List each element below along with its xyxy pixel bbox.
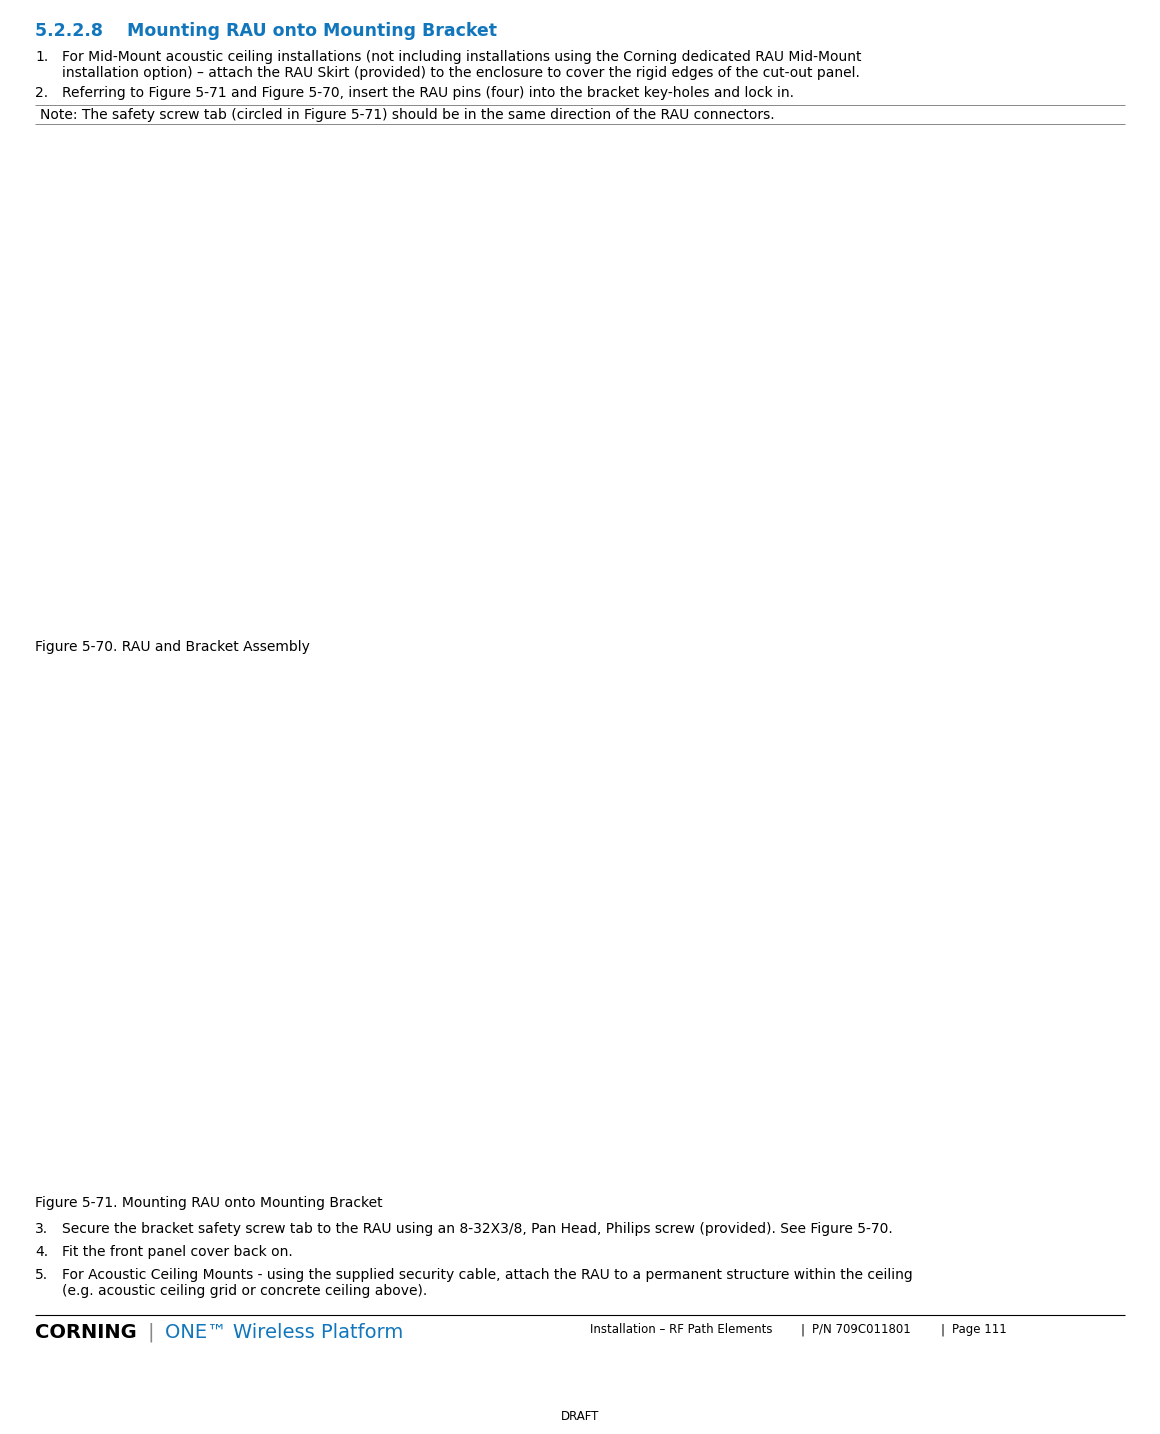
Text: Figure 5-70. RAU and Bracket Assembly: Figure 5-70. RAU and Bracket Assembly xyxy=(35,640,310,654)
Text: 4.: 4. xyxy=(35,1245,48,1259)
Text: ONE™ Wireless Platform: ONE™ Wireless Platform xyxy=(165,1324,404,1342)
Text: Note: The safety screw tab (circled in Figure 5-71) should be in the same direct: Note: The safety screw tab (circled in F… xyxy=(39,108,775,122)
Text: |: | xyxy=(940,1324,944,1336)
Text: 5.: 5. xyxy=(35,1268,48,1282)
Text: Page 111: Page 111 xyxy=(952,1324,1007,1336)
Text: DRAFT: DRAFT xyxy=(560,1410,600,1423)
Text: Secure the bracket safety screw tab to the RAU using an 8-32X3/8, Pan Head, Phil: Secure the bracket safety screw tab to t… xyxy=(61,1222,893,1236)
Text: For Acoustic Ceiling Mounts - using the supplied security cable, attach the RAU : For Acoustic Ceiling Mounts - using the … xyxy=(61,1268,913,1282)
Text: installation option) – attach the RAU Skirt (provided) to the enclosure to cover: installation option) – attach the RAU Sk… xyxy=(61,66,860,80)
Text: Installation – RF Path Elements: Installation – RF Path Elements xyxy=(590,1324,773,1336)
Text: CORNING: CORNING xyxy=(35,1324,137,1342)
Text: |: | xyxy=(800,1324,804,1336)
Text: |: | xyxy=(148,1324,154,1342)
Text: Figure 5-71. Mounting RAU onto Mounting Bracket: Figure 5-71. Mounting RAU onto Mounting … xyxy=(35,1196,383,1210)
Text: For Mid-Mount acoustic ceiling installations (not including installations using : For Mid-Mount acoustic ceiling installat… xyxy=(61,50,862,65)
Text: 2.: 2. xyxy=(35,86,48,100)
Text: (e.g. acoustic ceiling grid or concrete ceiling above).: (e.g. acoustic ceiling grid or concrete … xyxy=(61,1283,427,1298)
Text: P/N 709C011801: P/N 709C011801 xyxy=(812,1324,911,1336)
Text: Referring to Figure 5-71 and Figure 5-70, insert the RAU pins (four) into the br: Referring to Figure 5-71 and Figure 5-70… xyxy=(61,86,793,100)
Text: Fit the front panel cover back on.: Fit the front panel cover back on. xyxy=(61,1245,292,1259)
Text: 5.2.2.8    Mounting RAU onto Mounting Bracket: 5.2.2.8 Mounting RAU onto Mounting Brack… xyxy=(35,22,496,40)
Text: 1.: 1. xyxy=(35,50,49,65)
Text: 3.: 3. xyxy=(35,1222,48,1236)
